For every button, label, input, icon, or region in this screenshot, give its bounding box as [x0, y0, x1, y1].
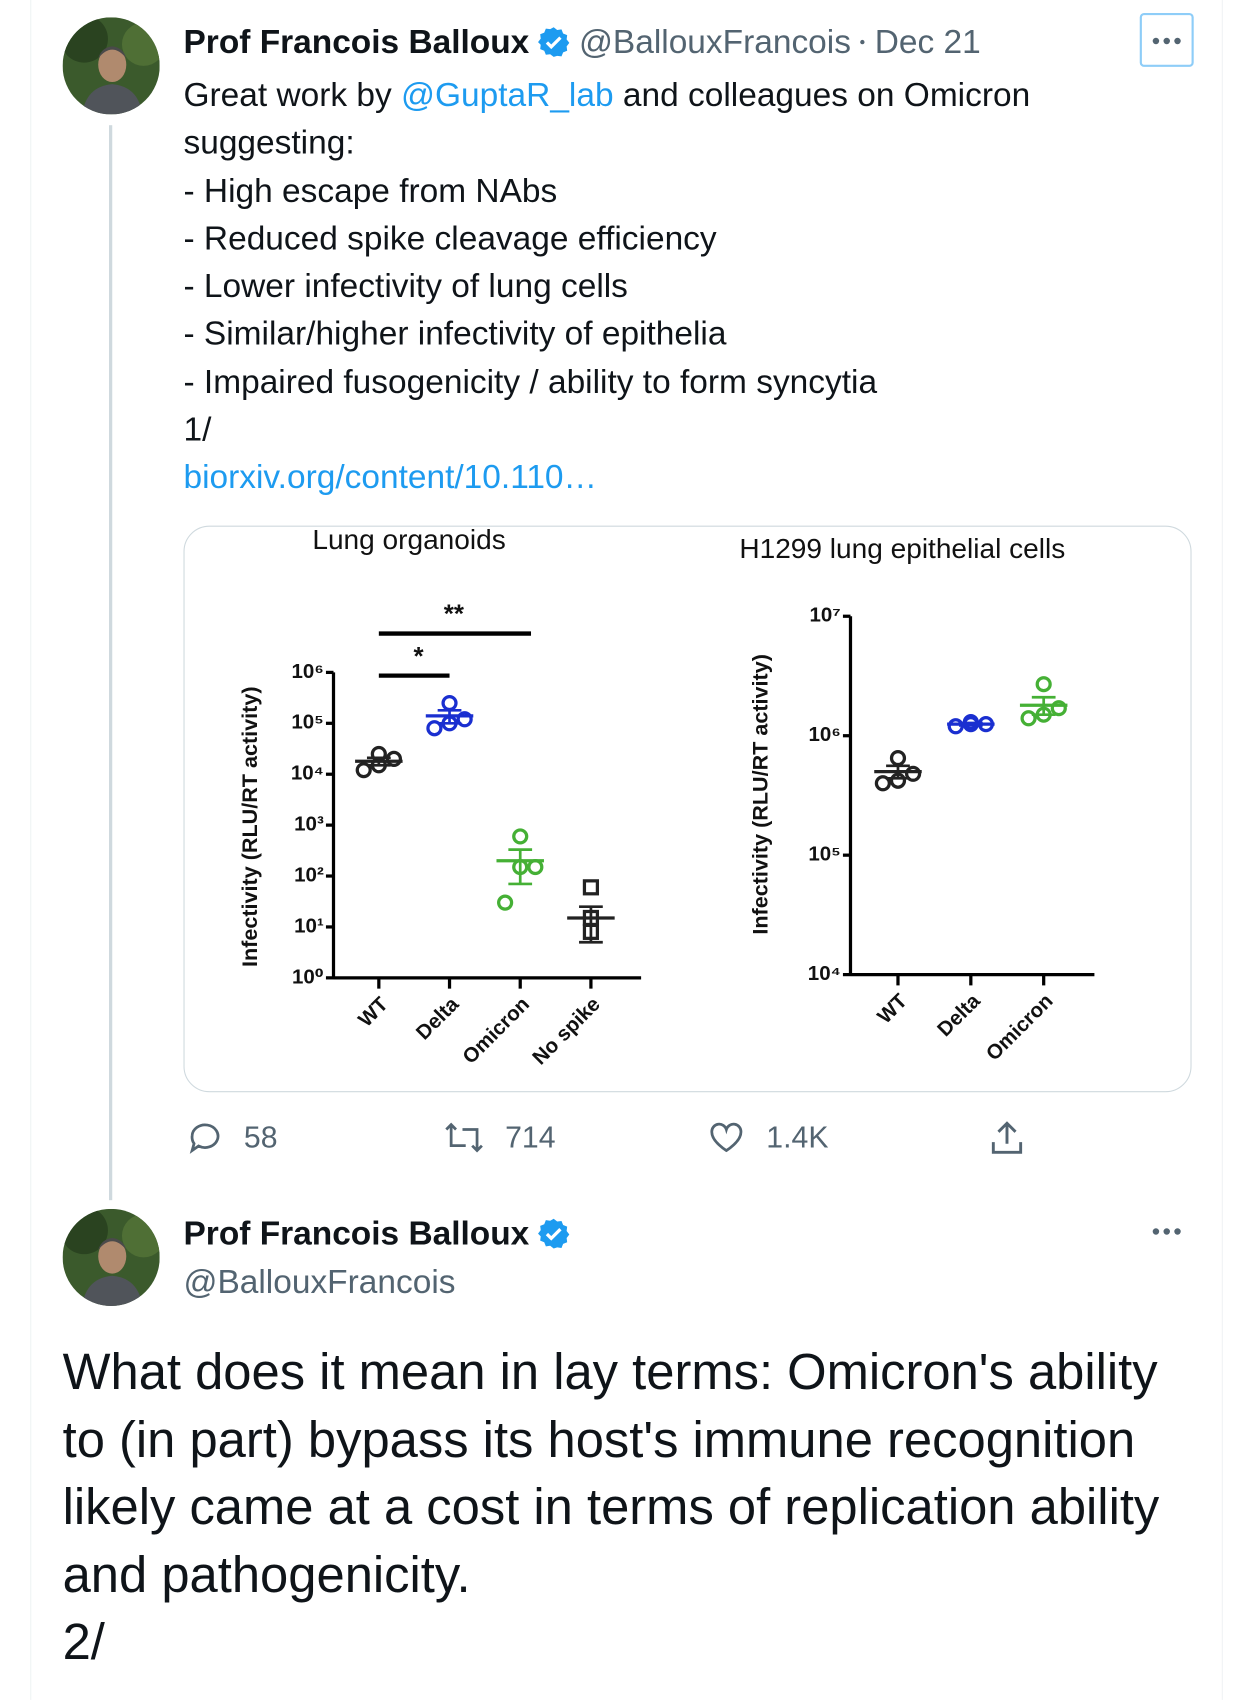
data-point	[441, 694, 458, 712]
data-point	[874, 775, 891, 792]
y-tick-label: 10⁴	[808, 962, 841, 985]
retweet-count: 714	[505, 1120, 556, 1154]
bullet-list: - High escape from NAbs - Reduced spike c…	[183, 167, 1095, 406]
share-icon	[991, 1121, 1023, 1154]
author-handle[interactable]: @BallouxFrancois	[578, 22, 851, 61]
y-axis-label: Infectivity (RLU/RT activity)	[237, 686, 262, 967]
verified-badge	[538, 27, 570, 57]
error-bar	[886, 764, 910, 780]
text: What does it mean in lay terms: Omicron'…	[62, 1342, 1160, 1603]
data-point	[527, 858, 544, 876]
error-bar	[579, 905, 603, 944]
avatar[interactable]	[62, 1208, 160, 1306]
x-tick-label: Omicron	[982, 989, 1058, 1065]
data-point	[1020, 710, 1037, 727]
tweet-intro: Great work by @GuptaR_lab and colleagues…	[183, 71, 1095, 167]
text: Great work by	[183, 75, 392, 114]
y-tick-label: 10⁴	[291, 762, 324, 785]
reply-icon	[189, 1123, 220, 1154]
reply-button[interactable]: 58	[186, 1118, 278, 1157]
error-bar	[958, 721, 983, 727]
y-tick-label: 10⁶	[809, 723, 841, 746]
data-point	[889, 749, 907, 767]
error-bar	[366, 756, 391, 767]
tweet-text: What does it mean in lay terms: Omicron'…	[63, 1338, 1164, 1675]
x-tick-label: WT	[354, 992, 393, 1031]
charts: Lung organoids Infectivity (RLU/RT activi…	[237, 527, 1095, 1070]
significance-label: **	[444, 601, 465, 629]
tweet-date[interactable]: Dec 21	[874, 22, 981, 61]
text: and colleagues on Omicron suggesting:	[183, 75, 1031, 162]
author-handle[interactable]: @BallouxFrancois	[183, 1262, 456, 1301]
reply-count: 58	[243, 1120, 278, 1154]
error-bar	[1031, 695, 1056, 717]
y-tick-label: 10¹	[294, 914, 324, 937]
share-button[interactable]	[986, 1118, 1027, 1159]
data-point	[426, 720, 443, 737]
more-button[interactable]	[1139, 12, 1194, 67]
y-tick-label: 10⁵	[808, 843, 840, 866]
x-tick-label: Delta	[412, 992, 464, 1044]
retweet-icon	[445, 1122, 483, 1153]
tweet-text: Great work by @GuptaR_lab and colleagues…	[183, 71, 1095, 501]
chart-title: H1299 lung epithelial cells	[739, 533, 1065, 564]
significance-label: *	[413, 643, 424, 671]
data-point	[1035, 676, 1052, 693]
thread-marker: 1/	[183, 410, 212, 448]
error-bar	[437, 708, 462, 725]
data-point	[1050, 700, 1067, 717]
data-point	[512, 828, 529, 845]
like-count: 1.4K	[766, 1120, 829, 1154]
tweet-header: Prof Francois Balloux	[183, 1209, 570, 1259]
like-icon	[710, 1122, 743, 1153]
data-point	[904, 765, 922, 782]
x-tick-label: Delta	[933, 989, 985, 1041]
y-tick-label: 10³	[294, 813, 324, 836]
x-tick-label: WT	[873, 989, 912, 1028]
bullet: - Similar/higher infectivity of epitheli…	[183, 314, 727, 353]
y-axis-label: Infectivity (RLU/RT activity)	[748, 654, 773, 935]
bullet: - High escape from NAbs	[183, 171, 558, 209]
y-tick-label: 10⁶	[292, 660, 324, 683]
media-image[interactable]: Lung organoids Infectivity (RLU/RT activi…	[183, 525, 1192, 1093]
error-bar	[508, 848, 533, 886]
column-border	[30, 0, 32, 1700]
tweet-header: Prof Francois Balloux @BallouxFrancois D…	[183, 17, 980, 67]
thread-line	[109, 125, 113, 1201]
bullet: - Impaired fusogenicity / ability to for…	[183, 362, 878, 401]
link[interactable]: biorxiv.org/content/10.110…	[183, 458, 598, 496]
like-button[interactable]: 1.4K	[706, 1118, 829, 1157]
mention[interactable]: @GuptaR_lab	[401, 75, 614, 114]
avatar-image	[62, 1208, 160, 1306]
y-tick-label: 10⁰	[292, 965, 324, 988]
column-border	[1221, 0, 1223, 1700]
data-point	[582, 879, 600, 896]
more-button[interactable]	[1144, 1217, 1194, 1245]
data-point	[497, 894, 514, 911]
y-tick-label: 10⁷	[810, 604, 841, 627]
retweet-button[interactable]: 714	[443, 1118, 556, 1157]
x-tick-label: Omicron	[458, 993, 534, 1069]
thread-marker: 2/	[62, 1612, 105, 1670]
bullet: - Lower infectivity of lung cells	[183, 266, 628, 305]
avatar[interactable]	[62, 17, 160, 115]
handle-line: @BallouxFrancois	[183, 1258, 455, 1305]
avatar-image	[62, 17, 160, 115]
verified-badge	[538, 1218, 570, 1249]
data-point	[355, 762, 372, 779]
more-icon	[1152, 37, 1181, 45]
chart-title: Lung organoids	[312, 527, 505, 556]
separator-dot	[860, 39, 865, 45]
bullet: - Reduced spike cleavage efficiency	[183, 218, 717, 257]
author-name[interactable]: Prof Francois Balloux	[183, 1214, 530, 1252]
author-name[interactable]: Prof Francois Balloux	[183, 22, 530, 61]
y-tick-label: 10⁵	[291, 711, 323, 734]
x-tick-label: No spike	[528, 993, 605, 1070]
data-point	[456, 711, 473, 728]
y-tick-label: 10²	[294, 863, 324, 886]
